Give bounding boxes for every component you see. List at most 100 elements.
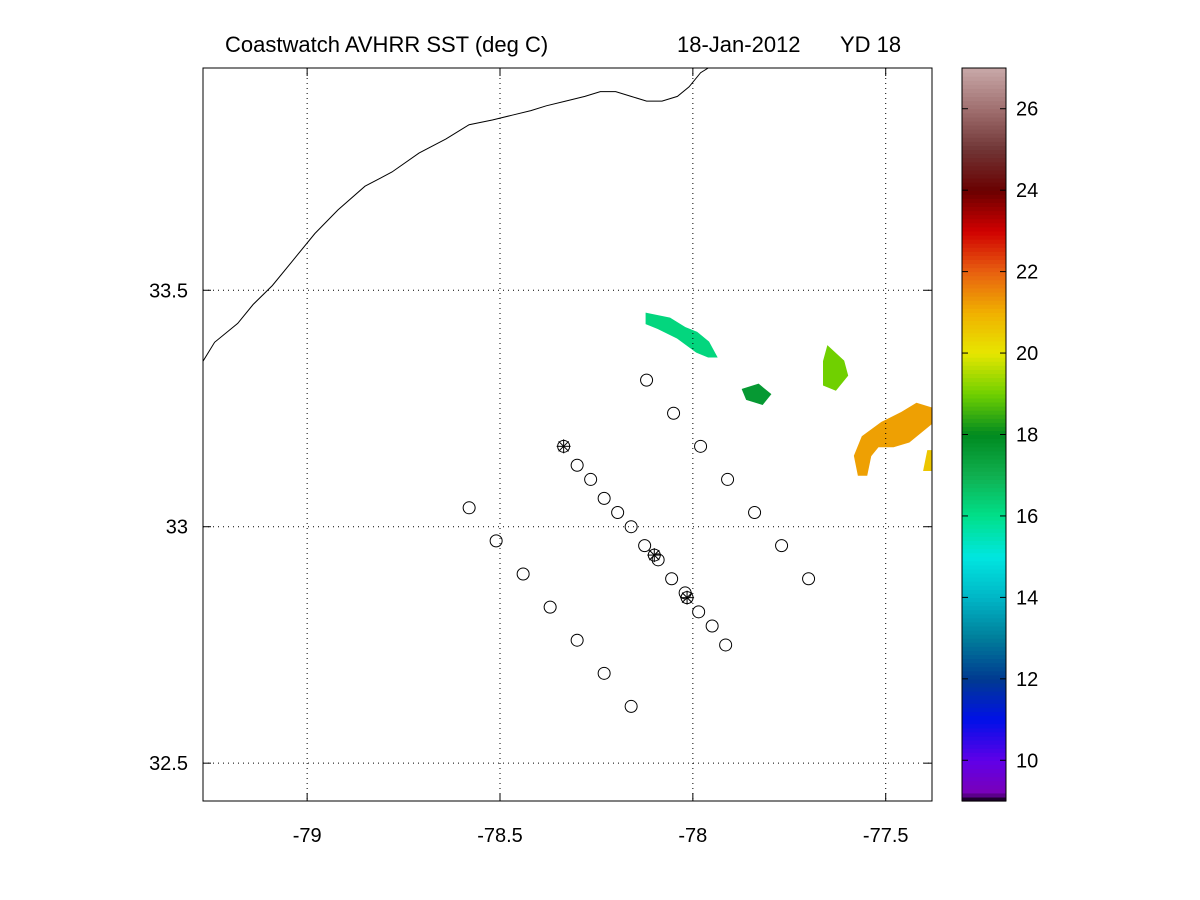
colorbar-strip <box>962 165 1006 171</box>
station-circle <box>775 539 789 553</box>
colorbar-strip <box>962 410 1006 415</box>
colorbar-strip <box>962 100 1006 106</box>
chart-title-product: Coastwatch AVHRR SST (deg C) <box>225 32 548 57</box>
sst-patch <box>823 345 849 391</box>
station-star <box>680 590 695 605</box>
colorbar-strip <box>962 104 1006 110</box>
sst-patch <box>645 312 718 358</box>
colorbar-strip <box>962 369 1006 375</box>
station-circle <box>640 373 654 387</box>
grid-lines <box>203 68 932 801</box>
colorbar-strip <box>962 784 1006 790</box>
colorbar-strip <box>962 597 1006 603</box>
colorbar-strip <box>962 198 1006 203</box>
y-tick-label: 33 <box>166 517 188 539</box>
colorbar-strip <box>962 112 1006 118</box>
colorbar-tick-label: 24 <box>1016 180 1038 202</box>
colorbar-strip <box>962 279 1006 285</box>
colorbar: 10 12 14 16 18 20 22 24 26 <box>961 67 1038 802</box>
colorbar-strip <box>962 788 1006 794</box>
station-circle <box>719 638 733 652</box>
colorbar-strip <box>962 479 1006 484</box>
station-circle <box>665 572 679 586</box>
colorbar-strip <box>962 267 1006 273</box>
colorbar-strip <box>962 129 1006 134</box>
colorbar-strip <box>962 389 1006 395</box>
colorbar-strip <box>962 332 1006 338</box>
station-markers <box>462 373 816 713</box>
colorbar-strip <box>962 625 1006 631</box>
chart-title-yearday: YD 18 <box>840 32 901 57</box>
colorbar-strip <box>962 735 1006 741</box>
colorbar-strip <box>962 487 1006 493</box>
colorbar-strip <box>962 674 1006 680</box>
station-circle <box>651 553 665 567</box>
colorbar-strip <box>962 703 1006 708</box>
colorbar-strip <box>962 84 1006 89</box>
colorbar-strip <box>962 458 1006 464</box>
colorbar-strip <box>962 442 1006 448</box>
station-circle <box>624 520 638 534</box>
colorbar-strip <box>962 182 1006 187</box>
colorbar-strip <box>962 401 1006 407</box>
station-circle <box>570 633 584 647</box>
colorbar-strip <box>962 296 1006 301</box>
colorbar-strip <box>962 454 1006 460</box>
colorbar-strip <box>962 72 1006 77</box>
colorbar-strip <box>962 177 1006 183</box>
colorbar-strip <box>962 739 1006 745</box>
station-circle <box>462 501 476 515</box>
colorbar-strip <box>962 760 1006 765</box>
colorbar-tick-label: 14 <box>1016 587 1038 609</box>
colorbar-strip <box>962 405 1006 411</box>
colorbar-strip <box>962 463 1006 468</box>
colorbar-strip <box>962 88 1006 94</box>
colorbar-strip <box>962 772 1006 778</box>
colorbar-strip <box>962 450 1006 456</box>
colorbar-strip <box>962 568 1006 574</box>
colorbar-strip <box>962 666 1006 672</box>
colorbar-strip <box>962 348 1006 354</box>
colorbar-strip <box>962 572 1006 578</box>
colorbar-strip <box>962 125 1006 130</box>
colorbar-strip <box>962 304 1006 309</box>
colorbar-strip <box>962 194 1006 199</box>
colorbar-strip <box>962 328 1006 334</box>
colorbar-strip <box>962 536 1006 541</box>
station-circle <box>570 458 584 472</box>
y-tick-label: 32.5 <box>149 753 188 775</box>
colorbar-strip <box>962 707 1006 713</box>
colorbar-strip <box>962 92 1006 98</box>
map-area <box>203 68 932 801</box>
colorbar-strip <box>962 169 1006 175</box>
colorbar-strip <box>962 634 1006 639</box>
colorbar-strip <box>962 723 1006 729</box>
colorbar-strip <box>962 646 1006 651</box>
coastline-path <box>203 68 709 362</box>
colorbar-strip <box>962 157 1006 163</box>
colorbar-strip <box>962 605 1006 611</box>
x-axis-tick-labels: -79 -78.5 -78 -77.5 <box>293 825 909 847</box>
colorbar-strip <box>962 544 1006 550</box>
colorbar-strip <box>962 76 1006 81</box>
colorbar-strip <box>962 287 1006 293</box>
colorbar-strip <box>962 283 1006 289</box>
colorbar-strip <box>962 361 1006 366</box>
station-circle <box>597 491 611 505</box>
colorbar-strip <box>962 255 1006 260</box>
station-circle <box>638 539 652 553</box>
colorbar-strip <box>962 564 1006 570</box>
station-circle <box>597 666 611 680</box>
station-star <box>556 439 571 454</box>
colorbar-strip <box>962 593 1006 598</box>
colorbar-strip <box>962 548 1006 554</box>
colorbar-strip <box>962 727 1006 733</box>
station-circle <box>489 534 503 548</box>
colorbar-strip <box>962 613 1006 619</box>
colorbar-strip <box>962 499 1006 505</box>
station-circle <box>802 572 816 586</box>
colorbar-strip <box>962 133 1006 138</box>
colorbar-strip <box>962 511 1006 517</box>
station-circle <box>721 472 735 486</box>
